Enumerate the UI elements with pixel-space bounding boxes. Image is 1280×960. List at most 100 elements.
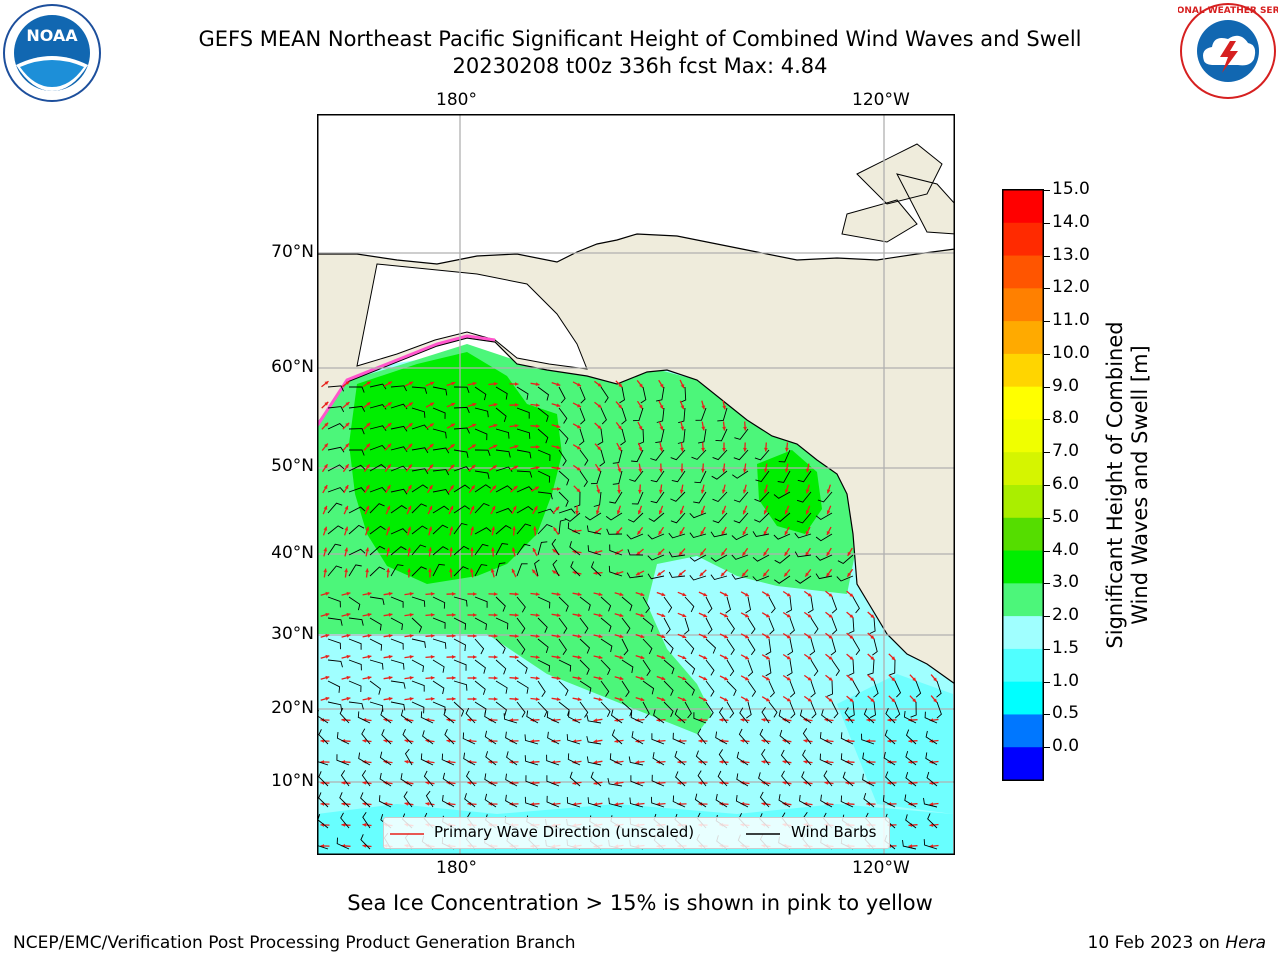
wave-direction-arrowhead — [386, 526, 391, 531]
wind-barb — [516, 638, 526, 655]
wind-barb — [629, 797, 644, 808]
nws-logo: NATIONAL WEATHER SERVICE — [1178, 3, 1278, 99]
wind-barb — [801, 771, 812, 787]
wind-barb — [443, 708, 455, 724]
wave-direction-arrowhead — [404, 760, 409, 764]
wind-barb — [885, 708, 896, 724]
wave-direction-arrowhead — [488, 802, 493, 806]
wave-direction-arrowhead — [534, 486, 539, 491]
wind-barb — [712, 449, 728, 461]
wave-direction-arrowhead — [933, 677, 937, 682]
wave-direction-arrowhead — [533, 506, 538, 511]
wind-barb — [587, 545, 602, 556]
wind-barb — [570, 561, 581, 577]
wind-barb-legend-label: Wind Barbs — [791, 823, 877, 841]
wind-barb — [463, 752, 476, 766]
colorbar-tick-label: 0.5 — [1052, 703, 1080, 724]
wind-barb — [631, 731, 644, 745]
wave-direction-arrowhead — [386, 547, 391, 552]
wind-barb — [672, 795, 686, 808]
wind-barb — [786, 659, 793, 677]
wind-barb — [327, 543, 342, 556]
wind-barb — [632, 407, 644, 422]
wind-barb — [524, 796, 539, 808]
wave-direction-arrowhead — [514, 655, 519, 659]
colorbar-segment — [1003, 222, 1043, 257]
wave-direction-arrowhead — [699, 572, 704, 577]
colorbar-tick-label: 11.0 — [1052, 310, 1090, 331]
wind-barb — [584, 512, 602, 521]
wind-barb — [442, 794, 455, 808]
wind-barb — [926, 771, 938, 787]
wave-direction-arrowhead — [577, 382, 581, 387]
wave-direction-arrowhead — [404, 802, 409, 806]
wave-direction-arrowhead — [721, 510, 726, 515]
wave-direction-arrowhead — [535, 403, 540, 407]
wind-barb — [863, 792, 875, 808]
wave-direction-arrowhead — [365, 568, 369, 573]
wave-direction-arrowhead — [782, 781, 787, 785]
wind-barb — [628, 756, 644, 766]
wave-direction-arrowhead — [408, 402, 413, 407]
wave-direction-arrowhead — [429, 444, 434, 448]
wave-direction-arrowhead — [346, 675, 351, 680]
wave-direction-arrowhead — [784, 572, 788, 577]
wind-barb — [327, 385, 345, 392]
wave-direction-arrowhead — [430, 634, 435, 638]
wind-barb — [547, 731, 560, 745]
wind-barb — [611, 729, 623, 745]
wave-direction-arrowhead — [698, 802, 703, 806]
wind-barb — [378, 795, 392, 808]
wind-barb — [593, 491, 602, 507]
wind-barb — [411, 701, 425, 714]
wind-barb — [774, 512, 791, 522]
wave-direction-arrowhead — [742, 531, 747, 535]
wave-direction-arrowhead — [619, 634, 624, 639]
wave-direction-arrowhead — [743, 468, 747, 473]
colorbar-title: Significant Height of Combined Wind Wave… — [1103, 321, 1153, 648]
wind-barb — [524, 734, 539, 745]
wind-barb — [453, 386, 470, 394]
wave-direction-arrowhead — [828, 593, 833, 597]
wind-barb — [432, 488, 450, 495]
wind-wave-vectors — [318, 379, 942, 850]
wind-barb — [462, 732, 476, 745]
wave-direction-arrowhead — [782, 718, 787, 722]
wind-barb — [609, 753, 623, 766]
wind-barb — [726, 659, 735, 677]
wave-direction-arrowhead — [514, 676, 519, 680]
wave-direction-arrowhead — [471, 485, 475, 490]
wave-direction-arrowhead — [512, 526, 516, 531]
wind-barb — [381, 729, 392, 745]
wave-direction-arrowhead — [617, 446, 622, 451]
wave-direction-arrowhead — [407, 547, 412, 552]
wave-direction-arrowhead — [849, 614, 854, 618]
wave-direction-arrowhead — [700, 530, 705, 535]
wave-direction-arrowhead — [341, 823, 346, 827]
wind-barb — [752, 554, 770, 562]
wave-direction-arrowhead — [428, 568, 432, 572]
wind-barb — [495, 562, 506, 577]
wind-barb — [453, 522, 468, 535]
wind-barb — [705, 659, 715, 676]
wave-direction-arrowhead — [535, 697, 540, 701]
wave-direction-arrowhead — [724, 697, 728, 702]
wave-direction-arrowhead — [345, 464, 349, 469]
wave-direction-arrowhead — [408, 464, 412, 469]
wave-direction-arrowhead — [598, 634, 603, 639]
wave-direction-arrowhead — [826, 551, 831, 556]
wind-barb — [787, 638, 794, 656]
wind-barb — [640, 386, 647, 404]
wind-barb — [923, 797, 938, 808]
wave-direction-arrowhead — [324, 401, 329, 406]
wind-barb — [327, 680, 341, 693]
wave-direction-arrowhead — [618, 404, 622, 409]
wind-barb — [656, 386, 665, 402]
wind-barb — [717, 407, 728, 422]
colorbar-segment — [1003, 321, 1043, 355]
wind-barb — [670, 449, 686, 461]
wind-barb — [915, 680, 922, 698]
wave-direction-arrowhead — [362, 781, 367, 785]
wind-barb — [621, 407, 627, 425]
wind-barb — [579, 407, 586, 425]
